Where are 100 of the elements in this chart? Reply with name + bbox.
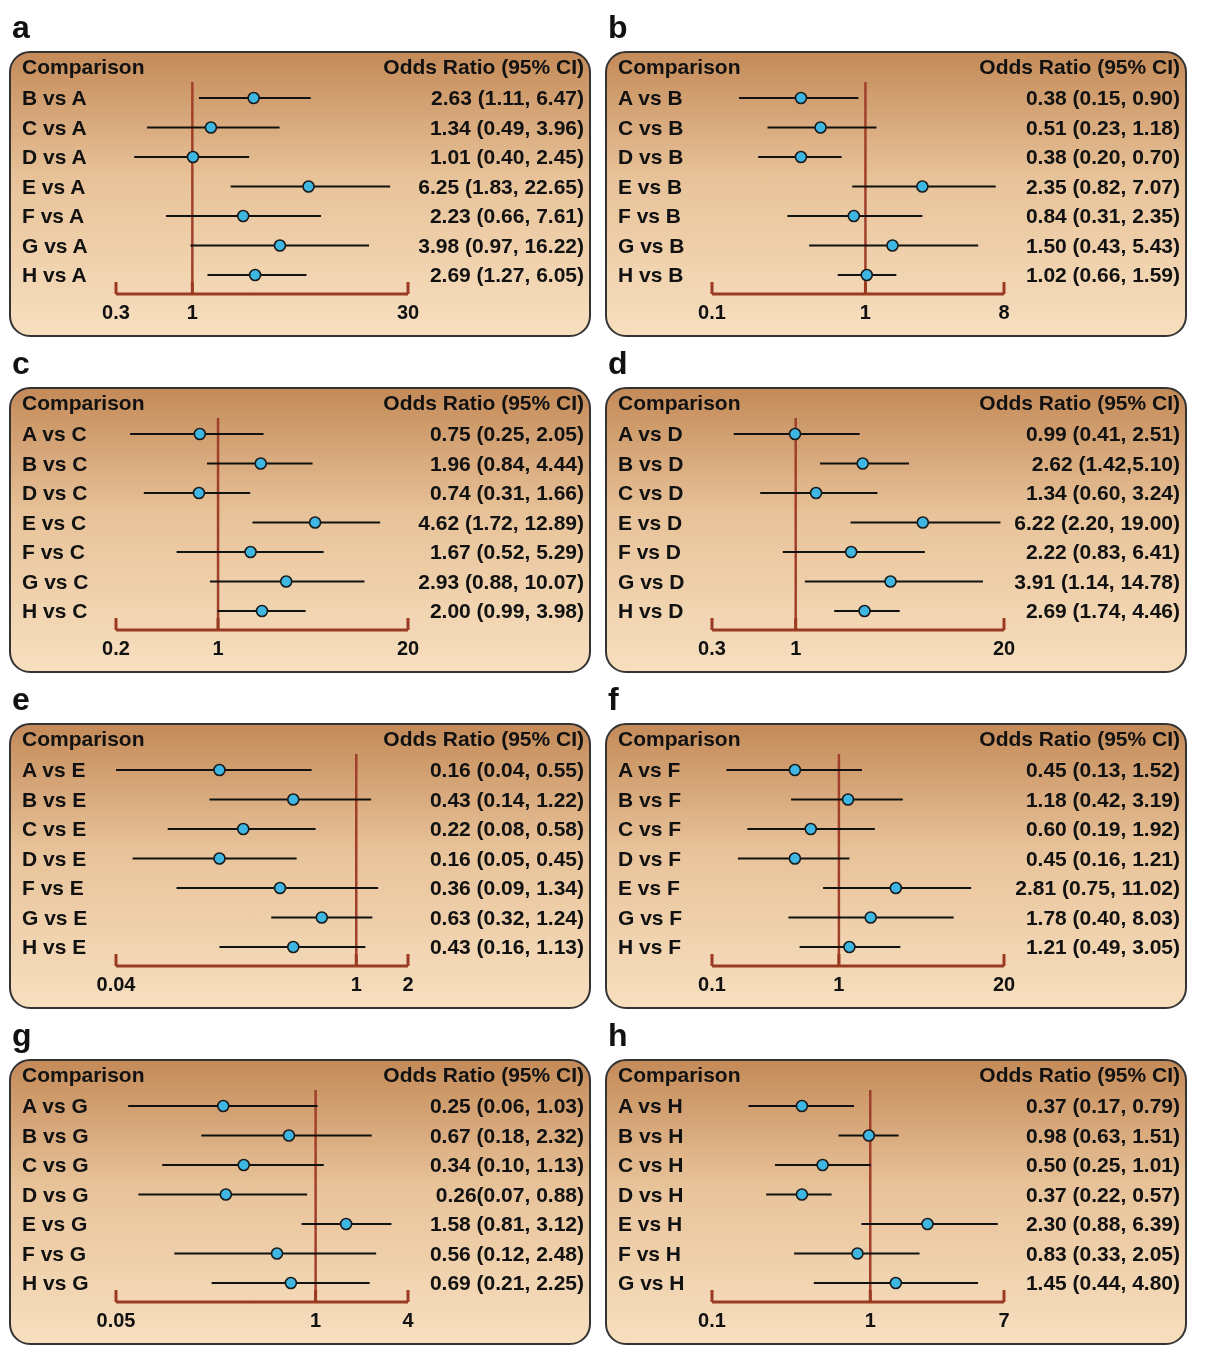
- x-tick-label: 2: [402, 973, 414, 995]
- data-label: 6.25 (1.83, 22.65): [418, 174, 584, 198]
- x-axis-title: Odds Ratio (95% CI): [979, 55, 1180, 78]
- y-tick-label: G vs D: [618, 569, 685, 593]
- x-axis-title: Odds Ratio (95% CI): [383, 727, 584, 750]
- x-tick-label: 1: [833, 973, 845, 995]
- data-label: 0.84 (0.31, 2.35): [1025, 204, 1180, 227]
- x-tick-label: 1: [310, 1309, 322, 1331]
- data-label: 2.22 (0.83, 6.41): [1025, 540, 1180, 563]
- x-tick-label: 0.04: [96, 973, 137, 995]
- y-axis-title: Comparison: [618, 727, 741, 750]
- y-tick-label: D vs G: [22, 1182, 89, 1206]
- y-tick-label: H vs E: [22, 935, 87, 958]
- y-axis-title: Comparison: [618, 55, 741, 78]
- y-tick-label: F vs D: [618, 540, 682, 563]
- y-tick-label: E vs D: [618, 510, 683, 534]
- data-label: 3.98 (0.97, 16.22): [418, 233, 584, 257]
- y-tick-label: B vs A: [22, 86, 87, 109]
- data-label: 1.58 (0.81, 3.12): [429, 1212, 584, 1235]
- data-label: 0.34 (0.10, 1.13): [429, 1153, 584, 1176]
- y-tick-label: G vs B: [618, 233, 685, 257]
- y-tick-label: B vs H: [618, 1123, 684, 1147]
- data-label: 1.67 (0.52, 5.29): [429, 540, 584, 563]
- y-tick-label: A vs E: [22, 758, 86, 781]
- x-tick-label: 1: [864, 1309, 876, 1331]
- data-label: 0.22 (0.08, 0.58): [429, 817, 584, 840]
- chart-title: b: [608, 9, 628, 45]
- y-axis-title: Comparison: [618, 1063, 741, 1086]
- y-tick-label: F vs E: [22, 876, 84, 899]
- x-tick-label: 0.3: [102, 301, 130, 323]
- x-tick-label: 0.3: [698, 637, 726, 659]
- data-label: 2.93 (0.88, 10.07): [418, 569, 584, 593]
- y-tick-label: B vs D: [618, 451, 684, 475]
- data-label: 0.50 (0.25, 1.01): [1025, 1153, 1180, 1176]
- x-axis-title: Odds Ratio (95% CI): [383, 55, 584, 78]
- data-label: 0.56 (0.12, 2.48): [429, 1241, 584, 1265]
- y-tick-label: B vs F: [618, 787, 682, 811]
- data-label: 0.38 (0.20, 0.70): [1025, 145, 1180, 168]
- y-tick-label: A vs G: [22, 1094, 88, 1117]
- data-label: 0.45 (0.16, 1.21): [1025, 846, 1180, 870]
- x-tick-label: 8: [998, 301, 1010, 323]
- chart-title: d: [608, 345, 628, 381]
- data-label: 1.78 (0.40, 8.03): [1025, 905, 1180, 929]
- data-label: 0.98 (0.63, 1.51): [1025, 1123, 1180, 1147]
- x-tick-label: 0.1: [698, 973, 726, 995]
- x-tick-label: 4: [402, 1309, 415, 1331]
- x-tick-label: 0.1: [698, 1309, 726, 1331]
- data-label: 0.16 (0.04, 0.55): [429, 758, 584, 781]
- chart-title: h: [608, 1017, 628, 1053]
- x-tick-label: 0.1: [698, 301, 726, 323]
- x-tick-label: 1: [790, 637, 802, 659]
- data-label: 2.00 (0.99, 3.98): [429, 599, 584, 622]
- data-label: 0.43 (0.14, 1.22): [429, 787, 584, 811]
- x-axis-title: Odds Ratio (95% CI): [383, 1063, 584, 1086]
- chart-title: g: [12, 1017, 32, 1053]
- y-tick-label: G vs H: [618, 1271, 685, 1294]
- data-label: 1.34 (0.60, 3.24): [1025, 481, 1180, 504]
- y-tick-label: G vs F: [618, 905, 683, 929]
- data-label: 0.16 (0.05, 0.45): [429, 846, 584, 870]
- y-tick-label: D vs E: [22, 846, 87, 870]
- y-tick-label: A vs H: [618, 1094, 683, 1117]
- x-tick-label: 20: [992, 973, 1016, 995]
- data-label: 1.50 (0.43, 5.43): [1025, 233, 1180, 257]
- y-tick-label: G vs E: [22, 905, 88, 929]
- y-axis-title: Comparison: [22, 391, 145, 414]
- data-label: 2.69 (1.27, 6.05): [429, 263, 584, 286]
- data-label: 0.75 (0.25, 2.05): [429, 422, 584, 445]
- data-label: 1.96 (0.84, 4.44): [429, 451, 584, 475]
- data-label: 0.26(0.07, 0.88): [435, 1182, 584, 1206]
- data-label: 2.62 (1.42,5.10): [1031, 451, 1180, 475]
- data-label: 0.83 (0.33, 2.05): [1025, 1241, 1180, 1265]
- data-label: 0.45 (0.13, 1.52): [1025, 758, 1180, 781]
- chart-title: f: [608, 681, 619, 717]
- data-label: 0.43 (0.16, 1.13): [429, 935, 584, 958]
- chart-title: e: [12, 681, 30, 717]
- y-tick-label: F vs H: [618, 1241, 682, 1265]
- y-tick-label: D vs F: [618, 846, 682, 870]
- y-tick-label: A vs C: [22, 422, 87, 445]
- x-axis-title: Odds Ratio (95% CI): [979, 391, 1180, 414]
- data-label: 2.35 (0.82, 7.07): [1025, 174, 1180, 198]
- data-label: 1.02 (0.66, 1.59): [1025, 263, 1180, 286]
- data-label: 1.01 (0.40, 2.45): [429, 145, 584, 168]
- y-tick-label: D vs C: [22, 481, 88, 504]
- x-tick-label: 7: [998, 1309, 1010, 1331]
- y-tick-label: E vs F: [618, 876, 681, 899]
- data-label: 1.21 (0.49, 3.05): [1025, 935, 1180, 958]
- chart-title: c: [12, 345, 30, 381]
- y-tick-label: A vs D: [618, 422, 683, 445]
- y-tick-label: C vs B: [618, 115, 684, 139]
- x-tick-label: 1: [859, 301, 871, 323]
- y-tick-label: H vs B: [618, 263, 684, 286]
- data-label: 2.63 (1.11, 6.47): [431, 86, 584, 109]
- data-label: 2.30 (0.88, 6.39): [1025, 1212, 1180, 1235]
- data-label: 4.62 (1.72, 12.89): [418, 510, 584, 534]
- y-tick-label: G vs C: [22, 569, 89, 593]
- y-tick-label: C vs F: [618, 817, 682, 840]
- data-label: 0.25 (0.06, 1.03): [429, 1094, 584, 1117]
- data-label: 0.60 (0.19, 1.92): [1025, 817, 1180, 840]
- y-axis-title: Comparison: [22, 1063, 145, 1086]
- y-tick-label: D vs B: [618, 145, 684, 168]
